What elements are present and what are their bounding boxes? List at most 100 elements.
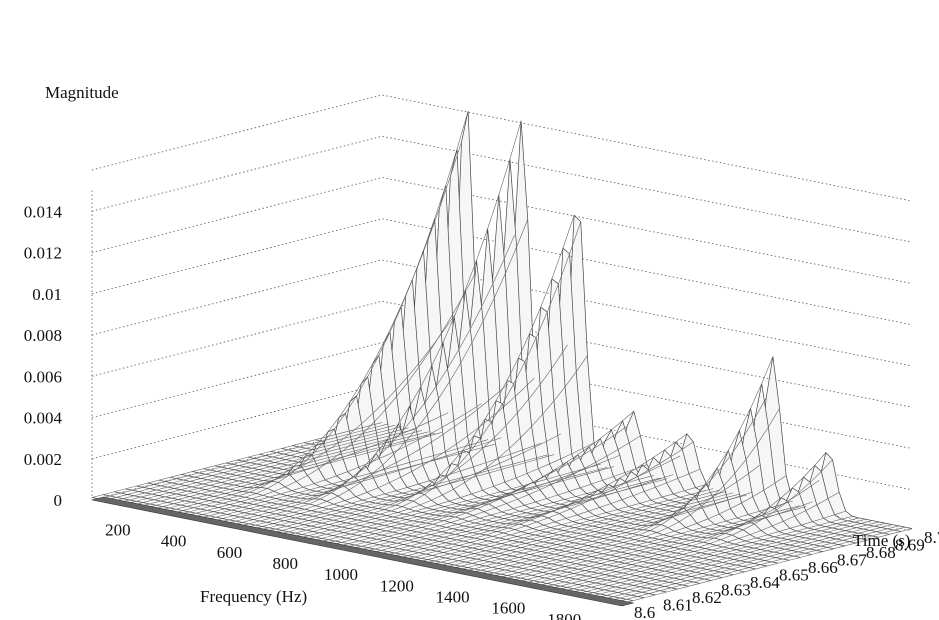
surface-mesh-line	[277, 344, 568, 535]
z-tick-label: 0.008	[24, 326, 62, 345]
surface-mesh-line	[396, 433, 687, 559]
x-tick-label: 400	[161, 532, 187, 551]
surface-mesh-line	[323, 466, 614, 545]
surface-mesh-line	[568, 517, 860, 594]
surface-mesh-line	[489, 408, 780, 578]
surface-mesh-line	[522, 501, 813, 584]
z-tick-label: 0.012	[24, 244, 62, 263]
surface-mesh-line	[549, 491, 840, 590]
surface-mesh-line	[621, 528, 913, 604]
surface-mesh-line	[482, 356, 774, 576]
surface-mesh-line	[562, 515, 853, 592]
surface-mesh-line	[264, 454, 555, 533]
surface-mesh-line	[615, 526, 906, 603]
surface-mesh-line	[131, 430, 422, 506]
surface-mesh-line	[403, 441, 694, 561]
surface-slice-fill	[125, 488, 656, 598]
surface-mesh-line	[496, 475, 787, 579]
surface-mesh-line	[608, 525, 899, 602]
surface-mesh-line	[138, 431, 429, 508]
surface-mesh-line	[542, 459, 833, 588]
y-tick-label: 8.61	[663, 596, 693, 615]
y-tick-label: 8.66	[808, 558, 838, 577]
surface-mesh-line	[436, 491, 727, 567]
z-axis-label: Magnitude	[45, 83, 119, 102]
surface-mesh-line	[502, 500, 793, 580]
surface-mesh-line	[356, 464, 648, 551]
y-tick-label: 8.69	[895, 536, 925, 555]
surface-mesh-line	[297, 355, 588, 539]
z-tick-label: 0.01	[32, 285, 62, 304]
z-tick-label: 0.014	[24, 202, 63, 221]
surface-slice-fill	[136, 485, 667, 595]
surface-mesh-line	[211, 437, 502, 522]
surface-mesh-line	[257, 454, 548, 531]
surface-mesh-line	[429, 489, 720, 566]
x-tick-label: 1000	[324, 565, 358, 584]
surface-mesh-line	[535, 452, 827, 587]
surface-mesh-line	[383, 474, 674, 557]
surface-mesh-line	[462, 491, 754, 573]
surface-mesh-line	[416, 484, 707, 563]
surface-slice-fill	[103, 494, 634, 604]
surface-mesh-line	[237, 219, 529, 527]
surface-mesh-line	[602, 524, 893, 600]
surface-slice-fill	[181, 474, 712, 583]
surface-mesh-line	[118, 427, 409, 504]
x-tick-label: 1600	[491, 599, 525, 618]
x-tick-label: 800	[273, 554, 299, 573]
z-tick-label: 0.002	[24, 450, 62, 469]
surface-mesh-line	[125, 428, 416, 505]
z-tick-label: 0.004	[24, 409, 63, 428]
surface-mesh-line	[515, 506, 807, 583]
y-tick-label: 8.7	[924, 528, 939, 547]
surface-mesh-line	[456, 494, 747, 571]
surface-mesh-line	[409, 468, 701, 562]
surface-mesh-line	[337, 426, 628, 547]
surface-mesh-line	[449, 493, 740, 570]
x-tick-label: 1400	[436, 588, 470, 607]
surface-mesh-line	[204, 444, 495, 521]
surface-mesh-line	[144, 432, 436, 509]
surface-mesh-line	[476, 397, 767, 575]
surface-mesh-line	[98, 423, 389, 500]
surface-mesh-line	[303, 442, 595, 541]
surface-mesh-line	[290, 221, 582, 538]
surface-mesh-line	[191, 403, 482, 518]
surface-mesh-line	[184, 274, 476, 517]
y-tick-label: 8.6	[634, 603, 655, 620]
surface-slice-fill	[158, 480, 689, 589]
surface-mesh-line	[217, 383, 509, 523]
z-tick-label: 0	[54, 491, 63, 510]
tick-labels: 0 0.002 0.004 0.006 0.008 0.01 0.012 0.014 200 40…	[24, 202, 939, 620]
surface-mesh-line	[250, 442, 542, 530]
surface-mesh-line	[343, 411, 634, 549]
surface-mesh-line	[370, 477, 661, 554]
x-axis-label: Frequency (Hz)	[200, 587, 307, 606]
surface-mesh	[91, 111, 913, 607]
surface-mesh-line	[529, 479, 820, 586]
z-tick-label: 0.006	[24, 367, 62, 386]
surface-slice-fill	[147, 483, 678, 592]
surface-slice-fill	[114, 491, 645, 601]
surface-mesh-line	[164, 314, 456, 513]
y-tick-label: 8.68	[866, 543, 896, 562]
surface-mesh-line	[555, 510, 846, 591]
surface-slice-fill	[170, 477, 701, 586]
surface-mesh-line	[284, 215, 575, 537]
y-tick-label: 8.67	[837, 551, 867, 570]
surface-mesh-line	[509, 505, 800, 582]
surface-mesh-line	[224, 234, 515, 525]
surface-mesh-line	[244, 377, 535, 529]
surface-mesh-line	[231, 120, 522, 526]
surface-mesh-line	[178, 111, 469, 516]
grid-line	[91, 135, 913, 243]
y-tick-label: 8.65	[779, 566, 809, 585]
surface-mesh-line	[363, 475, 654, 553]
surface-mesh-line	[197, 439, 489, 520]
surface-mesh-line	[350, 435, 641, 550]
surface-mesh-line	[595, 522, 886, 599]
surface-mesh-line	[105, 424, 396, 501]
surface-mesh-line	[588, 521, 879, 598]
